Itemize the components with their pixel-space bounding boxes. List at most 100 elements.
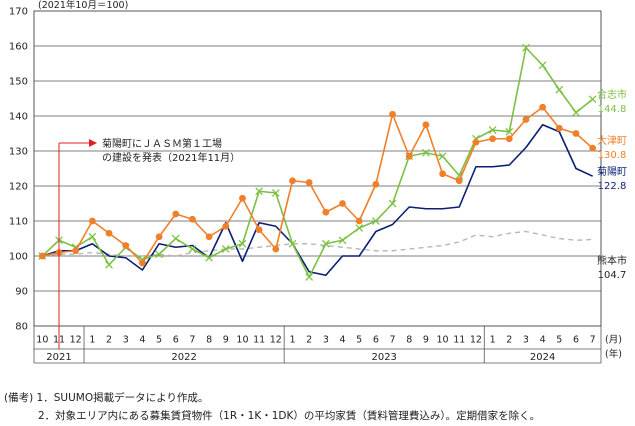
data-point [238, 239, 247, 248]
data-point [355, 217, 363, 225]
data-point [222, 222, 230, 230]
x-unit-year: (年) [605, 348, 622, 360]
marker-stroke [171, 234, 180, 243]
data-point [321, 239, 330, 248]
data-point [271, 189, 280, 197]
data-point [305, 179, 313, 186]
data-point [339, 200, 346, 207]
series-end-value: 104.7 [598, 270, 627, 281]
x-tick-label: 3 [523, 335, 529, 346]
marker-stroke [155, 250, 163, 259]
data-point [555, 124, 563, 132]
x-axis: 10 11 12 1 2 3 4 5 6 7 8 9 10 11 12 1 2 3 4 5 6 7 8 9 10 11 12 1 2 3 4… [33, 326, 622, 364]
note-1: (備考) 1．SUUMO掲載データにより作成。 [4, 390, 208, 405]
data-point [205, 253, 213, 262]
annotation-text: の建設を発表（2021年11月） [102, 151, 240, 164]
series-name-label: 菊陽町 [597, 166, 627, 178]
y-tick-label: 110 [9, 217, 28, 228]
marker-stroke [221, 245, 230, 253]
marker-stroke [372, 217, 380, 225]
x-tick-label: 7 [189, 335, 195, 346]
data-point [72, 247, 80, 255]
data-point [289, 177, 296, 185]
marker-stroke [538, 61, 547, 70]
x-tick-label: 5 [156, 335, 162, 346]
data-point [122, 242, 130, 249]
x-tick-label: 9 [423, 335, 429, 346]
x-tick-label: 7 [390, 335, 396, 346]
note-2: 2．対象エリア内にある募集賃貸物件（1R・1K・1DK）の平均家賃（賃料管理費込… [4, 408, 540, 423]
data-point [505, 135, 513, 143]
marker-stroke [522, 43, 530, 52]
year-label: 2023 [371, 352, 396, 363]
x-tick-label: 2 [506, 335, 512, 346]
marker-stroke [255, 187, 263, 196]
note-line-1: 1．SUUMO掲載データにより作成。 [36, 392, 209, 404]
data-point [105, 260, 113, 269]
marker-stroke [422, 148, 430, 157]
data-point [439, 170, 446, 178]
series-line-3 [42, 230, 593, 257]
data-point [272, 245, 280, 253]
x-tick-label: 8 [406, 335, 412, 346]
data-point [455, 177, 463, 185]
x-tick-label: 8 [206, 335, 212, 346]
data-point [189, 215, 196, 223]
marker-stroke [338, 236, 347, 245]
notes-heading: (備考) [4, 392, 34, 404]
x-tick-label: 4 [139, 335, 145, 346]
data-point [355, 224, 364, 232]
x-tick-label: 10 [236, 335, 248, 346]
data-point [422, 121, 430, 129]
data-point [205, 233, 213, 241]
x-unit-month: (月) [605, 335, 622, 346]
data-point [38, 252, 46, 260]
end-labels: 合志市 144.8 大津町 130.8 菊陽町 122.8 熊本市 104.7 [597, 88, 627, 281]
data-point [405, 152, 413, 160]
data-point [105, 229, 113, 237]
y-unit-label: (2021年10月＝100) [38, 0, 128, 11]
marker-stroke [438, 152, 447, 161]
marker-stroke [321, 239, 330, 248]
series-layer [38, 43, 597, 281]
data-point [589, 144, 597, 152]
y-gridlines [34, 45, 601, 292]
marker-stroke [572, 108, 580, 117]
y-tick-label: 120 [9, 182, 28, 193]
data-point [472, 138, 480, 146]
data-point [489, 135, 497, 143]
data-point [538, 61, 547, 70]
y-tick-label: 140 [9, 112, 28, 123]
data-point [155, 233, 163, 241]
data-point [338, 236, 347, 245]
data-point [555, 85, 564, 94]
marker-stroke [455, 171, 464, 180]
x-tick-label: 1 [89, 335, 95, 346]
y-tick-label: 130 [9, 147, 28, 158]
series-end-value: 130.8 [598, 150, 627, 161]
data-point [138, 259, 146, 267]
x-tick-label: 6 [573, 335, 579, 346]
series-line-1 [42, 106, 594, 264]
y-tick-label: 160 [9, 42, 28, 53]
x-tick-label: 3 [323, 335, 329, 346]
data-point [255, 187, 263, 196]
marker-stroke [505, 127, 514, 136]
data-point [372, 217, 380, 225]
x-tick-label: 6 [373, 335, 379, 346]
data-point [389, 110, 396, 118]
marker-stroke [288, 239, 297, 248]
note-line-2: 2．対象エリア内にある募集賃貸物件（1R・1K・1DK）の平均家賃（賃料管理費込… [38, 410, 541, 422]
series-name-label: 熊本市 [597, 254, 627, 267]
data-point [88, 217, 96, 225]
x-tick-label: 6 [173, 335, 179, 346]
y-tick-label: 100 [9, 252, 28, 263]
x-tick-label: 4 [540, 335, 546, 346]
marker-stroke [388, 199, 397, 208]
data-point [372, 180, 380, 188]
x-tick-label: 2 [306, 335, 312, 346]
x-tick-label: 9 [223, 335, 229, 346]
marker-stroke [205, 253, 213, 262]
